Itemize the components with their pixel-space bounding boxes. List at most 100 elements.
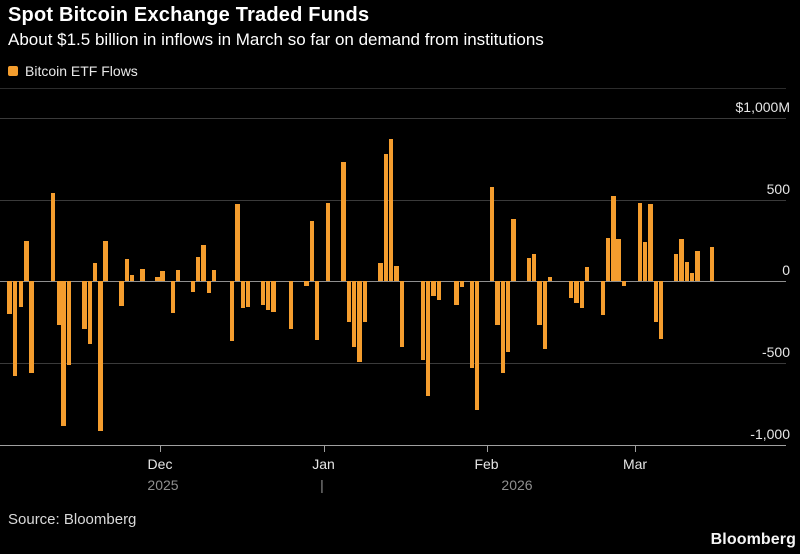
bar — [653, 281, 659, 323]
x-axis-month-label: Feb — [474, 455, 499, 472]
bar — [616, 238, 621, 282]
chart-title: Spot Bitcoin Exchange Traded Funds — [8, 4, 370, 26]
bar — [383, 154, 389, 282]
bar — [206, 281, 212, 294]
legend-swatch-icon — [8, 66, 18, 76]
bar — [431, 281, 436, 296]
bar — [621, 281, 627, 286]
bar — [357, 281, 362, 363]
bar — [229, 281, 235, 341]
bar — [684, 261, 690, 282]
bar — [160, 271, 165, 282]
bar — [709, 247, 715, 282]
y-axis-label: -1,000 — [750, 425, 790, 442]
bar — [29, 281, 34, 373]
x-axis-tick — [635, 444, 636, 452]
bar — [61, 281, 66, 426]
bar — [288, 281, 294, 329]
bloomberg-logo: Bloomberg — [710, 531, 796, 548]
bar — [605, 238, 611, 282]
y-axis-label: -500 — [761, 343, 790, 360]
bar — [12, 281, 18, 376]
x-axis-tick — [160, 444, 161, 452]
bar — [673, 254, 679, 282]
bar — [584, 266, 590, 282]
bar — [304, 281, 309, 286]
x-axis-tick — [323, 444, 325, 452]
bar — [459, 281, 465, 288]
legend: Bitcoin ETF Flows — [8, 63, 138, 79]
x-axis-tick — [486, 444, 488, 452]
bar — [436, 281, 442, 301]
bar — [341, 162, 346, 282]
bar — [568, 281, 574, 299]
bar — [495, 281, 500, 326]
bar — [82, 281, 87, 329]
bar — [511, 219, 516, 282]
bar — [18, 281, 24, 307]
bar — [547, 277, 553, 282]
bar — [648, 203, 653, 282]
plot-top-border — [0, 88, 786, 89]
chart-subtitle: About $1.5 billion in inflows in March s… — [8, 30, 544, 49]
bar — [346, 281, 352, 323]
bar — [98, 281, 103, 432]
x-axis-year-label: 2026 — [501, 476, 533, 493]
bar — [271, 281, 276, 312]
bar — [129, 275, 135, 282]
bar — [658, 281, 664, 340]
bar — [245, 281, 251, 307]
gridline — [0, 118, 786, 120]
bar — [325, 202, 331, 282]
bar — [454, 281, 459, 305]
bar — [542, 281, 548, 349]
bar — [66, 281, 72, 365]
bar — [420, 281, 426, 361]
bar — [56, 281, 62, 326]
bar — [526, 257, 532, 282]
bar — [7, 281, 12, 314]
bar — [425, 281, 431, 396]
bar — [103, 240, 108, 282]
bar — [175, 270, 181, 282]
bar — [201, 245, 206, 282]
y-axis-label: 0 — [782, 262, 790, 279]
bar — [24, 241, 29, 282]
bar — [489, 187, 495, 282]
bar — [351, 281, 357, 348]
bar — [531, 253, 537, 282]
bar — [695, 250, 700, 282]
bar — [235, 204, 240, 282]
bar — [50, 193, 56, 282]
bar — [469, 281, 475, 368]
bar — [92, 262, 98, 282]
bar — [87, 281, 93, 345]
bar — [579, 281, 585, 309]
bar — [537, 281, 542, 326]
zero-gridline — [0, 281, 786, 283]
bar — [600, 281, 606, 315]
bar — [362, 281, 368, 323]
bar — [474, 281, 480, 411]
bar — [195, 256, 201, 282]
x-axis-year-label: | — [320, 476, 324, 493]
bar — [394, 266, 399, 282]
bar — [265, 281, 271, 310]
gridline — [0, 444, 786, 446]
bar — [140, 269, 145, 282]
bar — [240, 281, 246, 309]
bar — [611, 196, 616, 282]
y-axis-label: 500 — [766, 180, 790, 197]
bar — [642, 242, 648, 282]
bar — [378, 262, 383, 282]
bar — [314, 281, 320, 341]
bar — [689, 272, 695, 282]
bar — [388, 139, 394, 282]
legend-label: Bitcoin ETF Flows — [25, 63, 138, 79]
bar — [309, 220, 315, 282]
bar — [190, 281, 196, 292]
source-note: Source: Bloomberg — [8, 511, 137, 528]
gridline — [0, 362, 786, 364]
bar — [170, 281, 176, 314]
